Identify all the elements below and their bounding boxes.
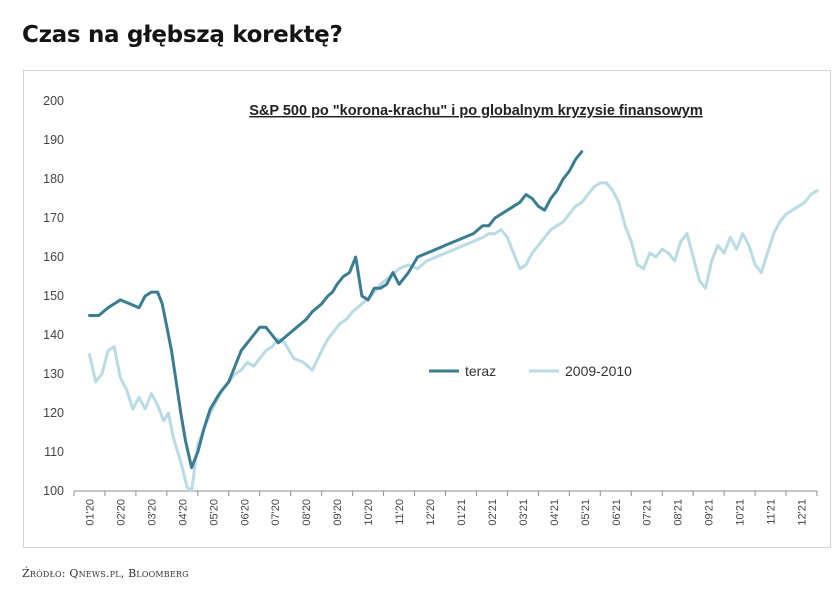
series-line-teraz	[88, 150, 584, 470]
y-tick-label: 110	[44, 445, 64, 459]
y-tick-label: 100	[43, 484, 64, 498]
x-tick-label: 12'21	[797, 499, 809, 526]
headline: Czas na głębszą korektę?	[22, 22, 343, 48]
x-tick-label: 02'20	[115, 499, 127, 526]
legend-label: 2009-2010	[565, 363, 632, 379]
x-tick-label: 04'21	[549, 499, 561, 526]
chart-legend: teraz 2009-2010	[429, 363, 632, 379]
chart-axes: 100 110 120 130 140 150 160 170 180 190 200 01'20 02…	[43, 94, 818, 526]
chart-series-layer	[88, 150, 819, 493]
x-tick-label: 03'20	[146, 499, 158, 526]
y-tick-label: 170	[43, 211, 64, 225]
x-tick-label: 02'21	[487, 499, 499, 526]
y-tick-label: 130	[43, 367, 64, 381]
y-tick-label: 180	[43, 172, 64, 186]
x-tick-label: 11'21	[766, 499, 778, 525]
x-tick-label: 03'21	[518, 499, 530, 526]
chart-frame: 100 110 120 130 140 150 160 170 180 190 200 01'20 02…	[23, 70, 831, 548]
y-tick-label: 200	[43, 94, 64, 108]
x-tick-label: 12'20	[425, 499, 437, 526]
source-note: Źródło: Qnews.pl, Bloomberg	[22, 567, 189, 580]
x-tick-label: 06'20	[239, 499, 251, 526]
chart-title: S&P 500 po "korona-krachu" i po globalny…	[249, 103, 702, 119]
y-tick-label: 150	[43, 289, 64, 303]
x-tick-label: 07'20	[270, 499, 282, 526]
chart-title-layer: S&P 500 po "korona-krachu" i po globalny…	[249, 103, 702, 119]
x-tick-label: 05'21	[580, 499, 592, 526]
x-tick-label: 01'20	[84, 499, 96, 526]
x-tick-label: 06'21	[611, 499, 623, 526]
x-tick-label: 01'21	[456, 499, 468, 526]
x-tick-label: 10'21	[735, 499, 747, 526]
x-tick-label: 10'20	[363, 499, 375, 526]
x-tick-label: 07'21	[642, 499, 654, 526]
y-tick-label: 190	[43, 133, 64, 147]
y-tick-label: 160	[43, 250, 64, 264]
x-tick-label: 08'20	[301, 499, 313, 526]
series-line-2009-2010	[88, 181, 819, 493]
chart-svg: 100 110 120 130 140 150 160 170 180 190 200 01'20 02…	[43, 94, 819, 526]
x-tick-label: 09'21	[704, 499, 716, 526]
y-tick-label: 140	[43, 328, 64, 342]
legend-label: teraz	[465, 363, 496, 379]
x-tick-label: 05'20	[208, 499, 220, 526]
y-tick-label: 120	[43, 406, 64, 420]
x-tick-label: 09'20	[332, 499, 344, 526]
x-tick-label: 08'21	[673, 499, 685, 526]
x-tick-label: 11'20	[394, 499, 406, 525]
x-tick-label: 04'20	[177, 499, 189, 526]
